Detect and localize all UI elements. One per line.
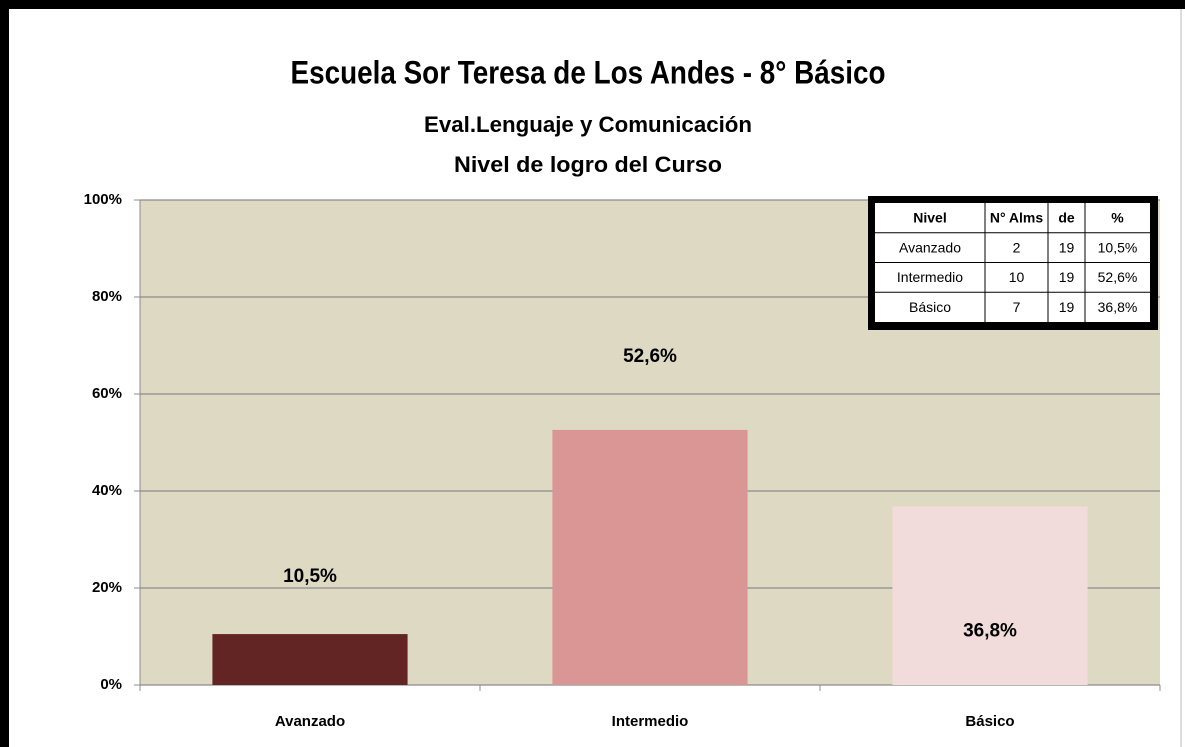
x-tick-label: Intermedio bbox=[612, 713, 689, 730]
y-tick-label: 80% bbox=[92, 288, 122, 305]
table-cell: Avanzado bbox=[899, 239, 961, 255]
table-cell: N° Alms bbox=[990, 210, 1044, 226]
x-tick-label: Básico bbox=[965, 713, 1014, 730]
chart-subtitle: Nivel de logro del Curso bbox=[454, 152, 722, 177]
y-tick-label: 100% bbox=[84, 191, 122, 208]
table-cell: Nivel bbox=[913, 210, 946, 226]
bar bbox=[892, 506, 1088, 685]
table-cell: 7 bbox=[1013, 299, 1021, 315]
table-cell: Intermedio bbox=[897, 269, 963, 285]
y-tick-label: 0% bbox=[100, 676, 122, 693]
bar bbox=[212, 634, 408, 685]
table-cell: 52,6% bbox=[1098, 269, 1138, 285]
data-label: 36,8% bbox=[963, 621, 1017, 642]
table-cell: 19 bbox=[1059, 299, 1075, 315]
frame-left bbox=[0, 0, 9, 747]
y-tick-label: 20% bbox=[92, 579, 122, 596]
data-label: 10,5% bbox=[283, 566, 337, 587]
table-cell: 10,5% bbox=[1098, 239, 1138, 255]
table-cell: 19 bbox=[1059, 239, 1075, 255]
bar bbox=[552, 429, 748, 685]
chart-subtitle: Eval.Lenguaje y Comunicación bbox=[424, 112, 752, 137]
table-cell: de bbox=[1058, 210, 1075, 226]
table-cell: 36,8% bbox=[1098, 299, 1138, 315]
chart-title: Escuela Sor Teresa de Los Andes - 8° Bás… bbox=[291, 54, 886, 90]
x-tick-label: Avanzado bbox=[275, 713, 345, 730]
table-cell: Básico bbox=[909, 299, 951, 315]
table-cell: 19 bbox=[1059, 269, 1075, 285]
y-tick-label: 40% bbox=[92, 482, 122, 499]
table-cell: % bbox=[1111, 210, 1124, 226]
table-cell: 2 bbox=[1013, 239, 1021, 255]
frame-top bbox=[0, 0, 1185, 9]
data-label: 52,6% bbox=[623, 346, 677, 367]
table-cell: 10 bbox=[1009, 269, 1025, 285]
y-tick-label: 60% bbox=[92, 385, 122, 402]
